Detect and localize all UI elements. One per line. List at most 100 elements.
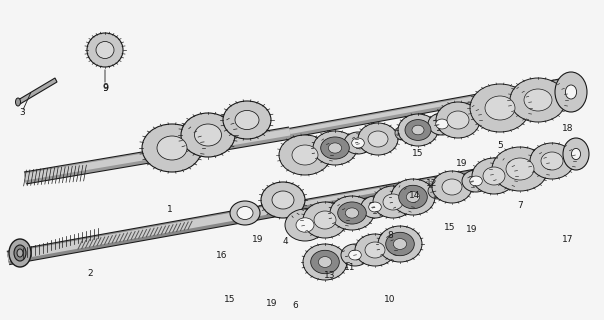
Text: 17: 17 (562, 236, 574, 244)
Ellipse shape (318, 257, 332, 268)
Ellipse shape (303, 202, 347, 238)
Ellipse shape (368, 202, 381, 212)
Text: 18: 18 (562, 124, 574, 132)
Text: 19: 19 (266, 299, 278, 308)
Text: 12: 12 (426, 179, 438, 188)
Ellipse shape (365, 242, 385, 258)
Ellipse shape (405, 120, 431, 140)
Ellipse shape (555, 72, 587, 112)
Ellipse shape (338, 202, 366, 224)
Text: 9: 9 (102, 84, 108, 92)
Ellipse shape (296, 218, 314, 232)
Ellipse shape (235, 110, 259, 130)
Ellipse shape (9, 239, 31, 267)
Ellipse shape (436, 102, 480, 138)
Ellipse shape (470, 176, 483, 186)
Text: 9: 9 (102, 83, 108, 93)
Ellipse shape (341, 244, 369, 266)
Ellipse shape (378, 226, 422, 262)
Ellipse shape (395, 126, 411, 140)
Ellipse shape (303, 244, 347, 280)
Ellipse shape (16, 98, 21, 106)
Ellipse shape (506, 158, 534, 180)
Ellipse shape (292, 145, 318, 165)
Ellipse shape (383, 194, 403, 210)
Text: 6: 6 (292, 300, 298, 309)
Text: 7: 7 (517, 201, 523, 210)
Ellipse shape (447, 111, 469, 129)
Ellipse shape (541, 152, 563, 170)
Ellipse shape (349, 250, 361, 260)
Ellipse shape (330, 196, 374, 230)
Ellipse shape (510, 78, 566, 122)
Ellipse shape (142, 124, 202, 172)
Ellipse shape (313, 131, 357, 165)
Text: 14: 14 (410, 190, 421, 199)
Ellipse shape (483, 167, 505, 185)
Ellipse shape (230, 201, 260, 225)
Ellipse shape (96, 42, 114, 59)
Ellipse shape (345, 208, 359, 218)
Ellipse shape (17, 249, 23, 257)
Text: 2: 2 (87, 268, 93, 277)
Text: 15: 15 (445, 223, 456, 233)
Ellipse shape (14, 245, 26, 261)
Text: 10: 10 (384, 295, 396, 305)
Text: 16: 16 (216, 251, 228, 260)
Ellipse shape (355, 234, 395, 266)
Ellipse shape (223, 101, 271, 139)
Text: 8: 8 (387, 230, 393, 239)
Ellipse shape (272, 191, 294, 209)
Ellipse shape (361, 196, 389, 218)
Ellipse shape (279, 135, 331, 175)
Ellipse shape (386, 232, 414, 256)
Ellipse shape (485, 96, 515, 120)
Text: 5: 5 (497, 140, 503, 149)
Ellipse shape (571, 148, 580, 160)
Ellipse shape (368, 131, 388, 147)
Text: 3: 3 (19, 108, 25, 116)
Text: 19: 19 (252, 236, 264, 244)
Text: 4: 4 (282, 237, 288, 246)
Ellipse shape (432, 171, 472, 203)
Ellipse shape (462, 170, 490, 192)
Ellipse shape (428, 113, 456, 135)
Ellipse shape (412, 125, 424, 135)
Ellipse shape (321, 137, 349, 159)
Text: 19: 19 (466, 226, 478, 235)
Ellipse shape (476, 107, 492, 119)
Ellipse shape (399, 185, 427, 209)
Ellipse shape (565, 85, 577, 99)
Ellipse shape (391, 179, 435, 215)
Ellipse shape (472, 158, 516, 194)
Text: 13: 13 (324, 270, 336, 279)
Ellipse shape (358, 123, 398, 155)
Ellipse shape (352, 138, 364, 148)
Text: 15: 15 (413, 148, 424, 157)
Ellipse shape (398, 114, 438, 146)
Text: 1: 1 (167, 205, 173, 214)
Ellipse shape (344, 132, 372, 154)
Ellipse shape (393, 239, 406, 249)
Ellipse shape (530, 143, 574, 179)
Ellipse shape (406, 192, 420, 203)
Ellipse shape (181, 113, 235, 157)
Ellipse shape (237, 206, 253, 220)
Text: 15: 15 (224, 295, 236, 305)
Ellipse shape (524, 89, 552, 111)
Ellipse shape (314, 211, 336, 229)
Ellipse shape (470, 84, 530, 132)
Ellipse shape (310, 250, 339, 274)
Ellipse shape (373, 186, 413, 218)
Ellipse shape (194, 124, 222, 146)
Ellipse shape (87, 33, 123, 67)
Ellipse shape (428, 183, 448, 199)
Ellipse shape (435, 119, 448, 129)
Ellipse shape (329, 143, 342, 153)
Ellipse shape (442, 179, 462, 195)
Ellipse shape (563, 138, 589, 170)
Ellipse shape (157, 136, 187, 160)
Text: 11: 11 (344, 263, 356, 273)
Ellipse shape (261, 182, 305, 218)
Text: 19: 19 (456, 158, 467, 167)
